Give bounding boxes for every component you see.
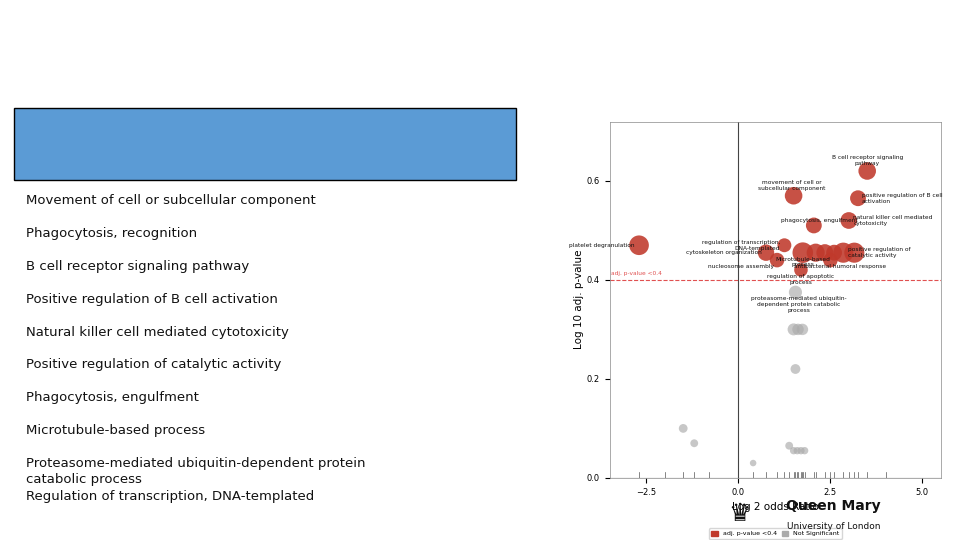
Text: Regulation of transcription, DNA-templated: Regulation of transcription, DNA-templat… [26,490,314,503]
Point [806,221,822,230]
Text: Proteasome-mediated ubiquitin-dependent protein
catabolic process: Proteasome-mediated ubiquitin-dependent … [26,457,366,487]
Text: natural killer cell mediated
cytotoxicity: natural killer cell mediated cytotoxicit… [853,215,932,226]
Text: Positive regulation of B cell activation: Positive regulation of B cell activation [26,293,277,306]
Text: regulation of apoptotic
process: regulation of apoptotic process [767,274,834,285]
Point [823,256,838,265]
Point [817,248,832,257]
Text: movement of cell or
subcellular component: movement of cell or subcellular componen… [758,180,826,191]
Point [841,216,856,225]
Text: proteasome-mediated ubiquitin-
dependent protein catabolic
process: proteasome-mediated ubiquitin- dependent… [752,296,847,313]
Point [777,241,792,249]
Point [808,248,824,257]
Text: Phagocytosis, recognition: Phagocytosis, recognition [26,227,197,240]
Point [632,241,647,249]
Point [859,167,875,176]
Point [795,325,810,334]
Text: Microtubule-based
process: Microtubule-based process [776,256,830,267]
Point [745,458,760,467]
Point [795,248,810,257]
Point [786,192,802,200]
Legend: adj. p-value <0.4, Not Significant: adj. p-value <0.4, Not Significant [708,528,842,539]
Text: phagocytosis, engulfment: phagocytosis, engulfment [781,218,857,223]
Point [788,364,804,373]
Text: platelet degranulation: platelet degranulation [569,243,635,248]
Text: Overrepresented GO term Biological processes in the
regulated gene list: Overrepresented GO term Biological proce… [26,129,425,159]
Point [797,447,812,455]
Point [686,439,702,448]
Text: antibacterial humoral response: antibacterial humoral response [794,264,886,269]
Text: Phagocytosis, engulfment: Phagocytosis, engulfment [26,391,199,404]
Text: B cell receptor signaling
pathway: B cell receptor signaling pathway [831,156,902,166]
Text: positive regulation of
catalytic activity: positive regulation of catalytic activit… [848,247,910,258]
Text: cytoskeleton organization: cytoskeleton organization [685,250,761,255]
Point [758,248,774,257]
Y-axis label: Log 10 adj. p-value: Log 10 adj. p-value [574,250,584,349]
Text: positive regulation of B cell
activation: positive regulation of B cell activation [862,193,943,204]
Point [789,447,804,455]
Text: University of London: University of London [786,522,880,531]
Point [827,248,842,257]
Point [769,256,784,265]
X-axis label: Log 2 odds Ratio: Log 2 odds Ratio [732,502,819,512]
Text: Functional Analysis for the regulated gene list: Functional Analysis for the regulated ge… [14,65,887,98]
Point [847,248,862,257]
Point [676,424,691,433]
Text: Queen Mary: Queen Mary [786,499,880,513]
Text: B cell receptor signaling pathway: B cell receptor signaling pathway [26,260,250,273]
Point [781,441,797,450]
Point [793,266,808,274]
Point [786,447,802,455]
Text: Positive regulation of catalytic activity: Positive regulation of catalytic activit… [26,359,281,372]
Text: ♛: ♛ [728,502,751,525]
Point [835,248,851,257]
Text: Movement of cell or subcellular component: Movement of cell or subcellular componen… [26,194,316,207]
Text: Microtubule-based process: Microtubule-based process [26,424,205,437]
Point [786,325,802,334]
Text: regulation of transcription,
DNA-templated: regulation of transcription, DNA-templat… [702,240,780,251]
Point [793,447,808,455]
Point [788,288,804,296]
Text: Natural killer cell mediated cytotoxicity: Natural killer cell mediated cytotoxicit… [26,326,289,339]
FancyBboxPatch shape [14,108,516,180]
Point [851,194,866,202]
Text: nucleosome assembly: nucleosome assembly [708,264,774,269]
Point [790,325,805,334]
Text: adj. p-value <0.4: adj. p-value <0.4 [612,272,662,276]
